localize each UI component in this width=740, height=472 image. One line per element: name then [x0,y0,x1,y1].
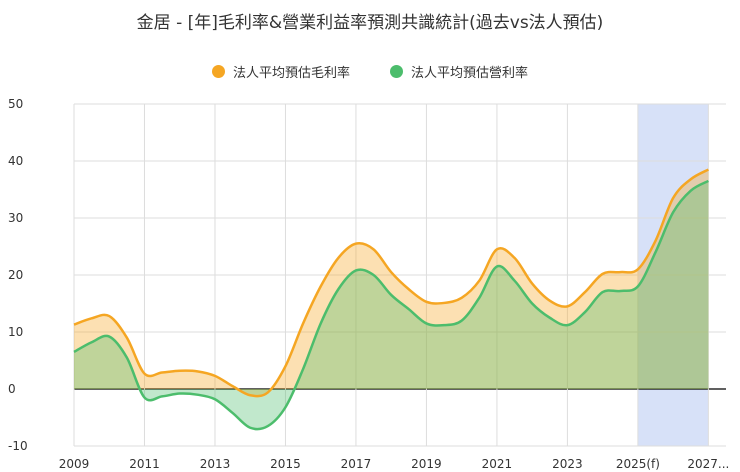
y-tick-label: -10 [8,439,28,453]
y-tick-label: 20 [8,268,23,282]
legend-item-gross-margin[interactable]: 法人平均預估毛利率 [211,62,350,81]
x-tick-label: 2017 [341,457,372,471]
chart-title: 金居 - [年]毛利率&營業利益率預測共識統計(過去vs法人預估) [136,13,604,33]
y-tick-label: 0 [8,382,16,396]
x-tick-label: 2013 [200,457,231,471]
x-tick-label: 2025(f) [616,457,660,471]
x-tick-label: 2011 [129,457,160,471]
legend-marker-operating-margin [390,65,403,78]
legend-label-operating-margin: 法人平均預估營利率 [411,66,529,81]
x-tick-label: 2019 [411,457,442,471]
x-tick-label: 2021 [482,457,513,471]
y-tick-label: 50 [8,97,23,111]
x-tick-label: 2009 [59,457,90,471]
legend-marker-gross-margin [211,65,225,78]
y-tick-label: 30 [8,211,23,225]
legend-label-gross-margin: 法人平均預估毛利率 [232,66,350,81]
y-tick-label: 10 [8,325,23,339]
x-tick-label: 2015 [270,457,301,471]
operating-margin-area [74,180,709,430]
operating-margin-line [73,179,709,431]
gross-margin-line [73,168,709,398]
gross-margin-area [74,169,709,397]
chart-legend: 法人平均預估毛利率 法人平均預估營利率 [0,62,740,81]
y-tick-label: 40 [8,154,23,168]
legend-item-operating-margin[interactable]: 法人平均預估營利率 [390,62,528,81]
x-tick-label: 2023 [552,457,583,471]
x-tick-label: 2027... [687,457,729,471]
